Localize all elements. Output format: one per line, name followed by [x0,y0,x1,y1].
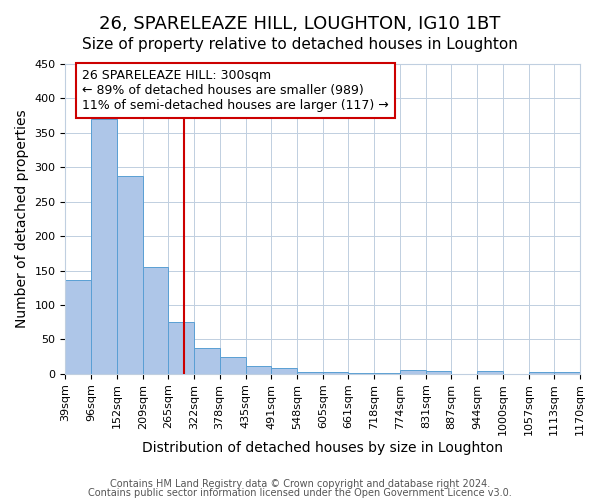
Bar [220,356,245,374]
Bar [65,280,91,374]
Text: Size of property relative to detached houses in Loughton: Size of property relative to detached ho… [82,38,518,52]
Text: Contains HM Land Registry data © Crown copyright and database right 2024.: Contains HM Land Registry data © Crown c… [110,479,490,489]
Bar [426,371,451,374]
Bar [168,322,194,374]
Text: Contains public sector information licensed under the Open Government Licence v3: Contains public sector information licen… [88,488,512,498]
Bar [554,372,580,374]
Bar [297,372,323,374]
Bar [91,119,117,374]
Bar [349,373,374,374]
Text: 26, SPARELEAZE HILL, LOUGHTON, IG10 1BT: 26, SPARELEAZE HILL, LOUGHTON, IG10 1BT [100,15,500,33]
Bar [143,267,168,374]
Bar [271,368,297,374]
Bar [245,366,271,374]
Bar [400,370,426,374]
Bar [374,373,400,374]
Y-axis label: Number of detached properties: Number of detached properties [15,110,29,328]
Bar [323,372,349,374]
Bar [529,372,554,374]
Bar [477,371,503,374]
X-axis label: Distribution of detached houses by size in Loughton: Distribution of detached houses by size … [142,441,503,455]
Text: 26 SPARELEAZE HILL: 300sqm
← 89% of detached houses are smaller (989)
11% of sem: 26 SPARELEAZE HILL: 300sqm ← 89% of deta… [82,69,389,112]
Bar [194,348,220,374]
Bar [117,176,143,374]
